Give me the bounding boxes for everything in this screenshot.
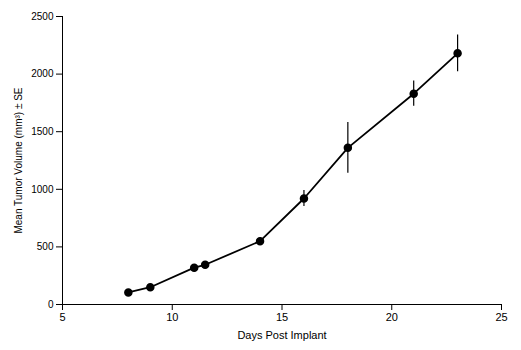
svg-text:1000: 1000 [31, 184, 54, 195]
svg-text:1500: 1500 [31, 126, 54, 137]
svg-text:Days Post Implant: Days Post Implant [237, 329, 326, 341]
svg-text:0: 0 [48, 299, 54, 310]
svg-text:10: 10 [166, 311, 178, 323]
svg-text:15: 15 [276, 311, 288, 323]
svg-text:25: 25 [495, 311, 507, 323]
svg-text:5: 5 [59, 311, 65, 323]
svg-text:2500: 2500 [31, 11, 54, 22]
svg-text:500: 500 [37, 241, 54, 252]
svg-text:Mean Tumor Volume (mm³) ± SE: Mean Tumor Volume (mm³) ± SE [13, 87, 24, 233]
svg-text:2000: 2000 [31, 68, 54, 79]
svg-text:20: 20 [386, 311, 398, 323]
